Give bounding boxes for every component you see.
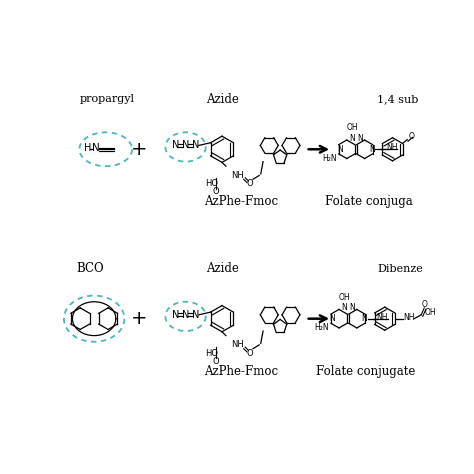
Text: O: O [246, 180, 253, 189]
Text: Azide: Azide [206, 93, 238, 106]
Text: Azide: Azide [206, 262, 238, 275]
Text: N: N [192, 140, 200, 150]
Text: N: N [357, 134, 363, 143]
Text: O: O [212, 187, 219, 196]
Text: propargyl: propargyl [80, 94, 135, 104]
Text: HO: HO [205, 180, 218, 189]
Text: OH: OH [425, 308, 436, 317]
Text: N: N [369, 145, 375, 154]
Text: HO: HO [205, 349, 218, 358]
Text: +: + [131, 140, 147, 159]
Text: N: N [329, 314, 335, 323]
Text: OH: OH [338, 292, 350, 301]
Text: H₂N: H₂N [322, 154, 337, 163]
Text: N: N [172, 140, 179, 150]
Text: 1,4 sub: 1,4 sub [377, 94, 419, 104]
Text: AzPhe-Fmoc: AzPhe-Fmoc [204, 365, 278, 377]
Text: NH: NH [386, 143, 398, 152]
Text: O: O [421, 301, 427, 310]
Text: N: N [349, 303, 355, 312]
Text: BCO: BCO [76, 262, 104, 275]
Text: N: N [182, 310, 189, 320]
Text: NH: NH [231, 171, 244, 180]
Text: O: O [212, 356, 219, 365]
Text: H₂N: H₂N [315, 323, 329, 332]
Text: NH: NH [231, 340, 244, 349]
Text: AzPhe-Fmoc: AzPhe-Fmoc [204, 195, 278, 208]
Text: N: N [92, 143, 100, 153]
Text: O: O [408, 132, 414, 141]
Text: NH: NH [376, 313, 387, 322]
Text: N: N [349, 134, 355, 143]
Text: N: N [342, 303, 347, 312]
Text: OH: OH [346, 123, 358, 132]
Text: Folate conjugate: Folate conjugate [316, 365, 415, 377]
Text: H: H [84, 143, 91, 153]
Text: Dibenze: Dibenze [377, 264, 423, 273]
Text: +: + [131, 309, 147, 328]
Text: N: N [182, 140, 189, 150]
Text: N: N [337, 145, 343, 154]
Text: NH: NH [403, 313, 415, 322]
Text: Folate conjuga: Folate conjuga [325, 195, 413, 208]
Text: N: N [192, 310, 200, 320]
Text: N: N [362, 314, 367, 323]
Text: N: N [172, 310, 179, 320]
Text: O: O [246, 349, 253, 358]
